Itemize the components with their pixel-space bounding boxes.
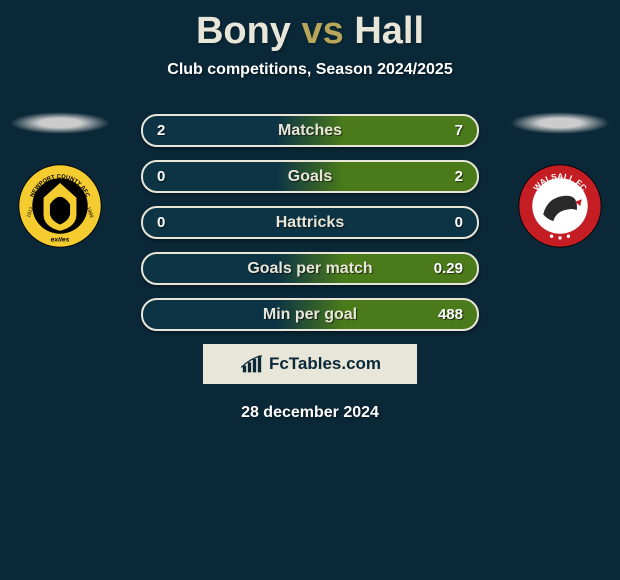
- stat-right-value: 0.29: [434, 260, 463, 277]
- branding-box: FcTables.com: [203, 344, 417, 384]
- stat-right-value: 488: [438, 306, 463, 323]
- comparison-content: NEWPORT COUNTY AFC exiles 1912 1989 WALS…: [0, 114, 620, 422]
- stat-row-goals: 0 Goals 2: [141, 160, 479, 193]
- stat-row-hattricks: 0 Hattricks 0: [141, 206, 479, 239]
- team-logo-left: NEWPORT COUNTY AFC exiles 1912 1989: [18, 164, 102, 248]
- stat-row-goals-per-match: Goals per match 0.29: [141, 252, 479, 285]
- stat-row-min-per-goal: Min per goal 488: [141, 298, 479, 331]
- chart-icon: [239, 354, 265, 374]
- shadow-left: [10, 112, 110, 134]
- stat-right-value: 7: [455, 122, 463, 139]
- player1-name: Bony: [196, 10, 291, 52]
- team-logo-right: WALSALL FC: [518, 164, 602, 248]
- stat-label: Goals: [143, 168, 477, 186]
- subtitle: Club competitions, Season 2024/2025: [0, 61, 620, 79]
- stat-row-matches: 2 Matches 7: [141, 114, 479, 147]
- player2-name: Hall: [354, 10, 424, 52]
- vs-separator: vs: [302, 10, 344, 52]
- date-text: 28 december 2024: [0, 404, 620, 422]
- comparison-title: Bony vs Hall: [0, 0, 620, 53]
- stat-right-value: 0: [455, 214, 463, 231]
- stat-rows: 2 Matches 7 0 Goals 2 0 Hattricks 0 Goal…: [141, 114, 479, 331]
- branding-text: FcTables.com: [269, 354, 381, 374]
- stat-label: Goals per match: [143, 260, 477, 278]
- svg-text:exiles: exiles: [51, 236, 70, 243]
- walsall-badge-icon: WALSALL FC: [518, 164, 602, 248]
- stat-label: Hattricks: [143, 214, 477, 232]
- stat-right-value: 2: [455, 168, 463, 185]
- stat-label: Min per goal: [143, 306, 477, 324]
- newport-badge-icon: NEWPORT COUNTY AFC exiles 1912 1989: [18, 164, 102, 248]
- shadow-right: [510, 112, 610, 134]
- stat-label: Matches: [143, 122, 477, 140]
